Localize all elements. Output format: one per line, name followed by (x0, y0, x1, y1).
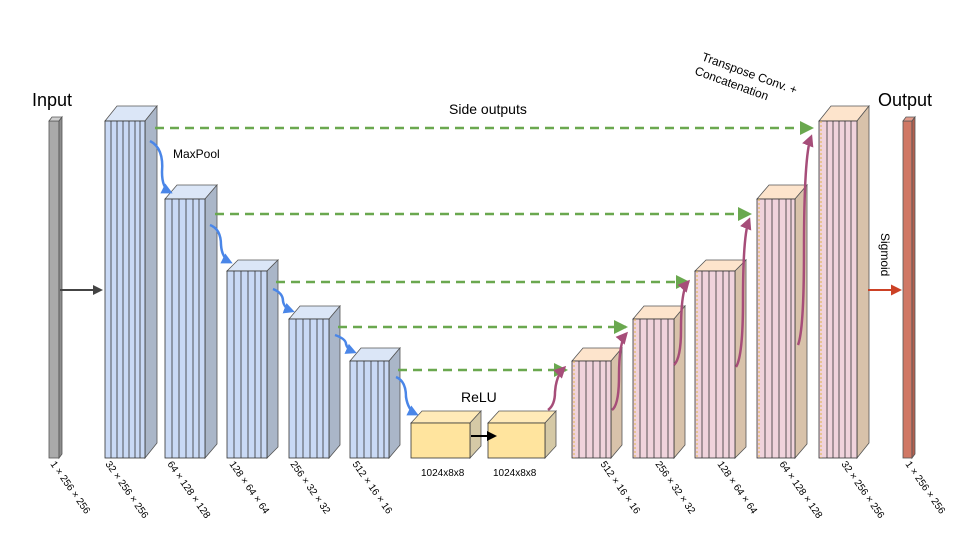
bottleneck-block-2 (487, 409, 557, 460)
dim-input: 1 × 256 × 256 (48, 459, 93, 516)
encoder-block-3 (226, 259, 279, 459)
dim-bottleneck-1: 1024x8x8 (421, 468, 465, 479)
encoder-block-4 (288, 304, 341, 460)
encoder-block-1 (104, 104, 158, 460)
maxpool-arrow-2 (209, 223, 233, 264)
maxpool-arrow-3 (272, 287, 295, 314)
dim-enc2: 64 × 128 × 128 (165, 459, 213, 521)
skip-connections (155, 121, 814, 377)
relu-label: ReLU (461, 389, 497, 405)
dim-dec4: 64 × 128 × 128 (777, 459, 825, 521)
maxpool-arrow-4 (334, 333, 357, 354)
dim-dec5: 32 × 256 × 256 (839, 459, 887, 521)
output-bar (902, 115, 916, 460)
input-title: Input (32, 90, 72, 110)
side-outputs-label: Side outputs (449, 101, 527, 117)
dim-output: 1 × 256 × 256 (903, 459, 948, 516)
maxpool-arrow-5 (395, 375, 419, 416)
dim-enc1: 32 × 256 × 256 (103, 459, 151, 521)
dim-bottleneck-2: 1024x8x8 (493, 468, 537, 479)
bottleneck-block-1 (410, 409, 482, 460)
upconv-arrow-2 (611, 331, 628, 412)
maxpool-arrow-1 (149, 139, 173, 194)
upconv-arrows (547, 134, 814, 412)
decoder-block-4 (756, 183, 808, 460)
upconv-arrow-1 (547, 365, 567, 412)
maxpool-label: MaxPool (173, 147, 220, 161)
dim-dec3: 128 × 64 × 64 (715, 459, 760, 516)
upconv-arrow-5 (796, 134, 814, 346)
dim-dec1: 512 × 16 × 16 (598, 459, 643, 516)
upconv-arrow-3 (673, 279, 690, 366)
encoder-block-5 (349, 346, 401, 460)
decoder-block-1 (571, 346, 623, 460)
upconv-arrow-4 (734, 217, 752, 368)
dimension-labels: 1 × 256 × 256 32 × 256 × 256 64 × 128 × … (48, 459, 948, 521)
decoder-block-5 (818, 104, 870, 460)
input-bar (48, 115, 63, 460)
output-title: Output (878, 90, 932, 110)
decoder-block-2 (632, 304, 686, 460)
dim-enc5: 512 × 16 × 16 (350, 459, 395, 516)
maxpool-arrows (149, 139, 419, 416)
dim-enc3: 128 × 64 × 64 (227, 459, 272, 516)
encoder-block-2 (164, 183, 218, 460)
dim-dec2: 256 × 32 × 32 (653, 459, 698, 516)
sigmoid-label: Sigmoid (878, 233, 892, 276)
dim-enc4: 256 × 32 × 32 (288, 459, 333, 516)
